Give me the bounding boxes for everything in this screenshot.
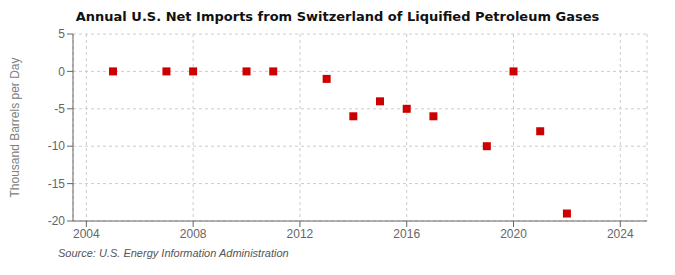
svg-text:-15: -15	[48, 177, 66, 191]
svg-text:-10: -10	[48, 139, 66, 153]
svg-text:5: 5	[58, 27, 65, 41]
svg-text:-5: -5	[54, 102, 65, 116]
svg-text:2012: 2012	[287, 227, 314, 241]
svg-text:2024: 2024	[607, 227, 634, 241]
svg-text:2016: 2016	[393, 227, 420, 241]
svg-text:-20: -20	[48, 214, 66, 228]
html-text:Annual U.S. Net Imports from S: Annual U.S. Net Imports from Switzerland…	[75, 9, 600, 24]
svg-text:2004: 2004	[73, 227, 100, 241]
html-text:Source: U.S. Energy Informatio: Source: U.S. Energy Information Administ…	[58, 247, 289, 259]
svg-text:2008: 2008	[180, 227, 207, 241]
svg-text:Thousand Barrels per Day: Thousand Barrels per Day	[8, 57, 22, 197]
svg-text:0: 0	[58, 65, 65, 79]
svg-text:2020: 2020	[500, 227, 527, 241]
